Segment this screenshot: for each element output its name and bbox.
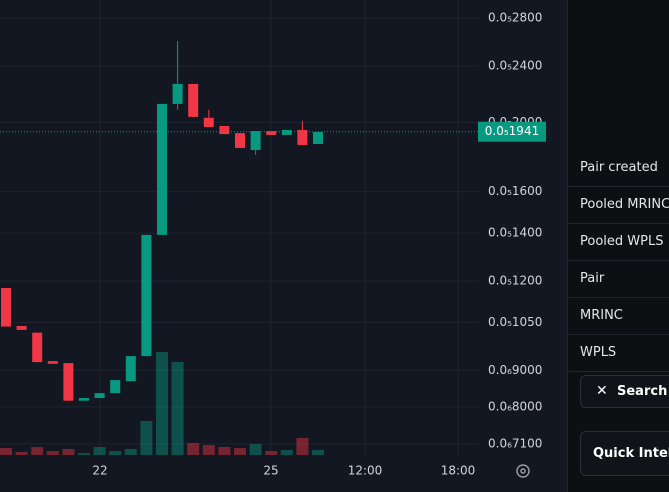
volume-bar <box>312 450 324 455</box>
settings-icon[interactable] <box>516 464 530 478</box>
volume-bar <box>249 444 262 455</box>
quick-intel-button[interactable]: Quick Intel <box>580 431 669 476</box>
info-row: MRINC <box>568 298 669 335</box>
candle-body <box>141 234 152 357</box>
y-tick-label: 0.0₆7100 <box>488 436 542 450</box>
volume-bar <box>46 451 59 455</box>
settings-icon-center <box>520 468 526 474</box>
volume-bar <box>109 451 122 455</box>
search-x-button[interactable]: Search on X ✕ <box>580 375 669 408</box>
y-tick-label: 0.0₅1400 <box>488 226 542 240</box>
y-tick-label: 0.0₆8000 <box>488 399 542 413</box>
sidebar: Pair created Pooled MRINC Pooled WPLS Pair M… <box>567 0 669 492</box>
candle-body <box>266 131 277 135</box>
volume-bar <box>156 352 168 455</box>
volume-bar <box>280 450 293 455</box>
info-row: Pooled MRINC <box>568 187 669 224</box>
candle-body <box>79 398 89 401</box>
candle-body <box>125 356 136 382</box>
candle-body <box>172 83 183 104</box>
volume-bar <box>265 451 278 455</box>
chart-background <box>0 0 567 492</box>
volume-bar <box>0 448 12 455</box>
volume-bar <box>62 449 75 455</box>
info-row: WPLS <box>568 335 669 372</box>
volume-bar <box>140 421 153 455</box>
candle-body <box>110 380 121 394</box>
volume-bar <box>78 453 90 455</box>
volume-bar <box>234 448 246 455</box>
candle-body <box>1 288 11 327</box>
candle-body <box>297 129 308 145</box>
volume-bar <box>187 443 200 455</box>
volume-bar <box>124 449 137 455</box>
candle-body <box>203 117 214 127</box>
volume-bar <box>171 362 184 455</box>
volume-bar <box>296 438 309 455</box>
candle-body <box>281 129 292 135</box>
x-logo: ✕ <box>596 383 608 399</box>
x-tick-label: 18:00 <box>441 464 476 478</box>
candle-body <box>219 126 230 135</box>
y-tick-label: 0.0₅1200 <box>488 273 542 287</box>
candle-body <box>250 131 261 150</box>
last-price-tag <box>478 121 546 142</box>
last-price-label: 0.0₅1941 <box>485 124 539 138</box>
volume-bar <box>218 447 231 455</box>
volume-bar <box>93 447 106 455</box>
y-tick-label: 0.0₆9000 <box>488 363 542 377</box>
candle-body <box>188 83 199 117</box>
candle-body <box>16 325 27 330</box>
info-row: Pair <box>568 261 669 298</box>
y-tick-label: 0.0₅1600 <box>488 184 542 198</box>
volume-bar <box>31 447 44 455</box>
y-tick-label: 0.0₅2400 <box>488 58 542 72</box>
candle-body <box>32 332 43 363</box>
candle-body <box>63 363 74 401</box>
volume-bar <box>15 452 28 455</box>
y-tick-label: 0.0₅2800 <box>488 10 542 24</box>
candle-body <box>157 103 167 235</box>
info-row: Pooled WPLS <box>568 224 669 261</box>
candle-body <box>47 361 58 364</box>
candle-body <box>94 393 105 399</box>
y-tick-label: 0.0₅1050 <box>488 315 542 329</box>
info-row: Pair created <box>568 150 669 187</box>
candle-body <box>313 132 323 144</box>
x-tick-label: 12:00 <box>348 464 383 478</box>
x-tick-label: 25 <box>263 464 278 478</box>
x-tick-label: 22 <box>92 464 107 478</box>
candle-body <box>235 133 245 148</box>
price-chart: 222512:0018:000.0₅28000.0₅24000.0₅20000.… <box>0 0 567 492</box>
volume-bar <box>202 445 215 455</box>
search-label: Search on X <box>617 384 669 399</box>
